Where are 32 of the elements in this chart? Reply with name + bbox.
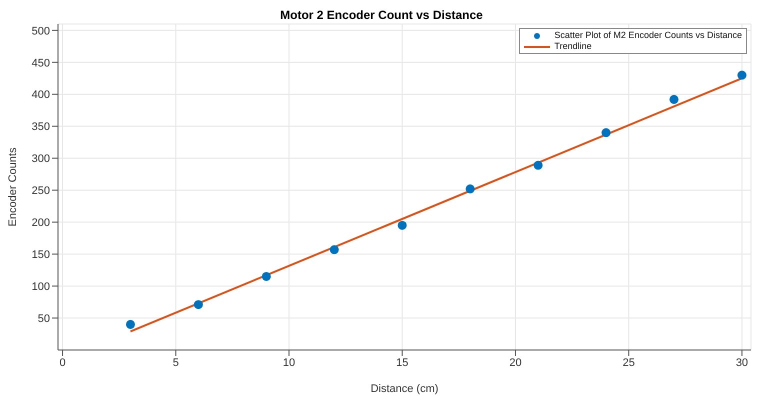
point [126,320,135,329]
x-tick-label: 0 [59,356,66,369]
chart-title: Motor 2 Encoder Count vs Distance [279,8,484,22]
point [737,70,746,80]
x-tick-label: 5 [172,356,179,369]
y-axis-title: Encoder Counts [6,147,19,226]
point [262,272,271,281]
point [330,245,339,254]
y-tick-label: 500 [32,25,50,38]
x-tick-label: 25 [622,356,635,369]
point [466,184,475,194]
legend-label: Scatter Plot of M2 Encoder Counts vs Distance [554,30,742,41]
y-tick-label: 350 [32,121,50,134]
x-tick-label: 15 [396,356,408,369]
y-tick-label: 450 [32,57,50,70]
y-tick-label: 50 [38,312,50,325]
point [194,300,203,310]
point [669,94,679,104]
point [602,128,611,138]
y-tick-label: 300 [32,153,50,166]
x-tick-label: 10 [282,356,296,369]
y-tick-label: 200 [32,217,50,230]
legend-label: Trendline [554,41,592,52]
point [398,220,407,230]
y-tick-label: 400 [32,89,50,102]
x-axis-title: Distance (cm) [370,382,438,395]
x-tick-label: 30 [736,356,748,369]
y-tick-label: 150 [32,249,50,262]
y-tick-label: 250 [32,185,50,198]
point [534,160,543,170]
y-tick-label: 100 [32,280,50,293]
x-tick-label: 20 [509,356,522,369]
